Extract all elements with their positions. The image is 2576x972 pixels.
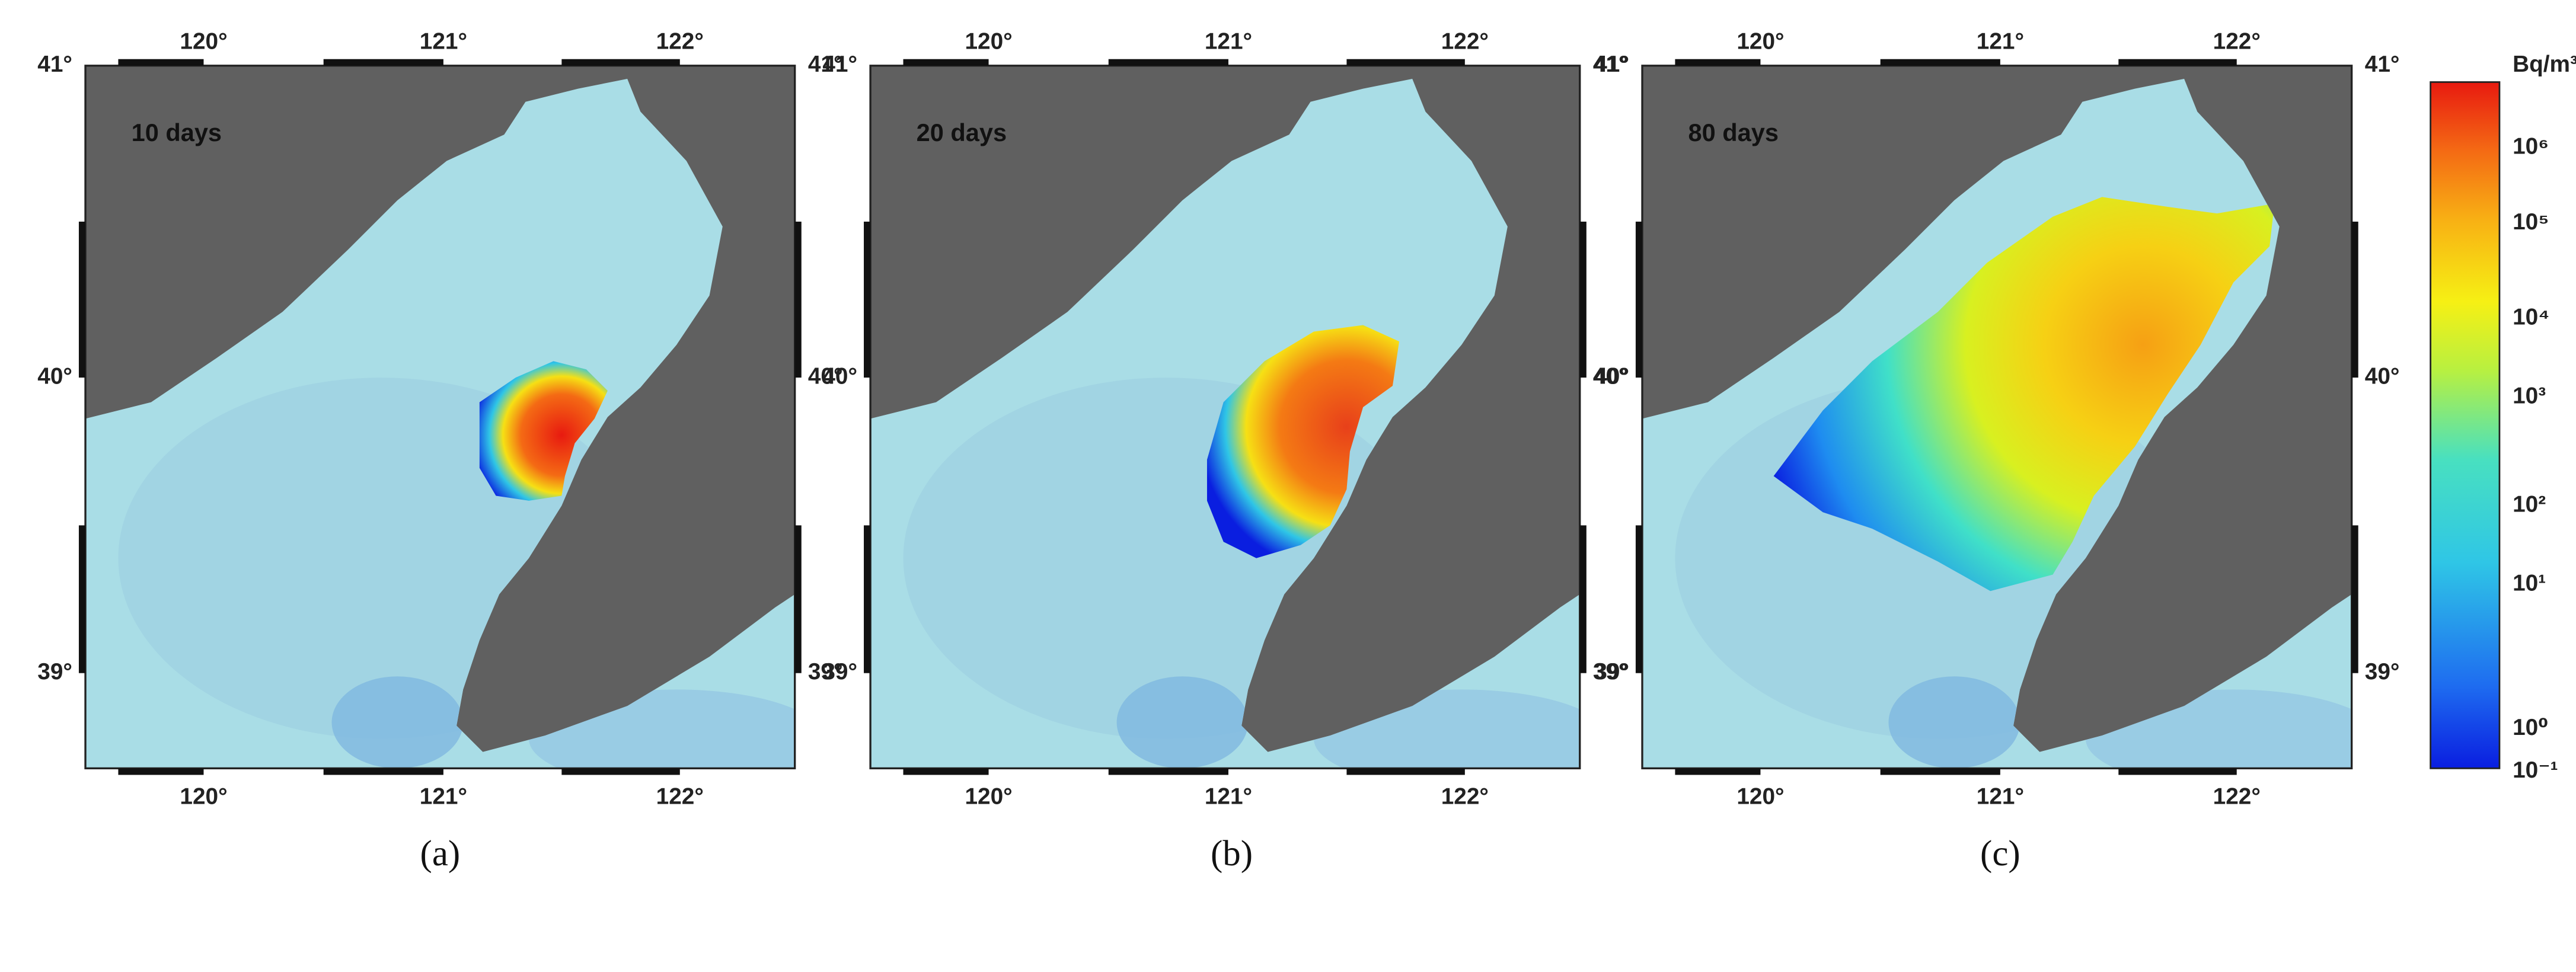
- latitude-tick-label: 39°: [808, 659, 843, 685]
- longitude-tick-label: 120°: [965, 28, 1012, 54]
- frame-segment: [903, 59, 989, 66]
- colorbar-tick-label: 10⁵: [2513, 209, 2549, 235]
- longitude-tick-label: 121°: [1205, 784, 1252, 809]
- longitude-tick-label: 122°: [2213, 28, 2261, 54]
- longitude-tick-label: 121°: [1205, 28, 1252, 54]
- frame-segment: [1635, 221, 1642, 378]
- panel-label: 20 days: [917, 119, 1007, 146]
- latitude-tick-label: 40°: [1594, 363, 1629, 389]
- frame-segment: [864, 221, 871, 378]
- frame-segment: [1108, 59, 1228, 66]
- frame-segment: [903, 768, 989, 775]
- latitude-tick-label: 40°: [2365, 363, 2400, 389]
- frame-segment: [323, 59, 443, 66]
- longitude-tick-label: 120°: [965, 784, 1012, 809]
- longitude-tick-label: 122°: [1441, 28, 1489, 54]
- longitude-tick-label: 120°: [180, 784, 227, 809]
- frame-segment: [323, 768, 443, 775]
- latitude-tick-label: 39°: [37, 659, 72, 685]
- panel-label: 80 days: [1688, 119, 1779, 146]
- longitude-tick-label: 122°: [2213, 784, 2261, 809]
- frame-segment: [794, 221, 802, 378]
- latitude-tick-label: 39°: [2365, 659, 2400, 685]
- longitude-tick-label: 122°: [656, 784, 704, 809]
- frame-segment: [2118, 768, 2237, 775]
- frame-segment: [2351, 525, 2358, 673]
- colorbar-unit: Bq/m³: [2513, 52, 2576, 77]
- plume: [1206, 325, 1400, 558]
- latitude-tick-label: 41°: [808, 52, 843, 77]
- colorbar-ramp: [2430, 81, 2501, 769]
- frame-segment: [1635, 525, 1642, 673]
- colorbar-tick-label: 10²: [2513, 491, 2546, 517]
- frame-segment: [118, 768, 204, 775]
- longitude-tick-label: 122°: [656, 28, 704, 54]
- latitude-tick-label: 39°: [1594, 659, 1629, 685]
- frame-segment: [1880, 768, 2000, 775]
- frame-segment: [118, 59, 204, 66]
- panel-caption: (b): [1211, 834, 1253, 874]
- panel-label: 10 days: [132, 119, 222, 146]
- colorbar-tick-label: 10⁴: [2513, 305, 2549, 330]
- latitude-tick-label: 40°: [1593, 363, 1628, 389]
- longitude-tick-label: 120°: [1737, 784, 1784, 809]
- longitude-tick-label: 121°: [1977, 28, 2024, 54]
- longitude-tick-label: 121°: [420, 784, 467, 809]
- map-panel: 10 days 120° 120° 121° 121° 122° 122° 41° 41° 40°…: [37, 28, 842, 809]
- frame-segment: [794, 525, 802, 673]
- latitude-tick-label: 39°: [822, 659, 857, 685]
- latitude-tick-label: 40°: [822, 363, 857, 389]
- longitude-tick-label: 121°: [420, 28, 467, 54]
- panel-caption: (a): [420, 834, 461, 874]
- latitude-tick-label: 41°: [1593, 52, 1628, 77]
- longitude-tick-label: 120°: [1737, 28, 1784, 54]
- colorbar-tick-label: 10⁻¹: [2513, 757, 2558, 783]
- frame-segment: [561, 59, 680, 66]
- latitude-tick-label: 40°: [808, 363, 843, 389]
- frame-segment: [864, 525, 871, 673]
- frame-segment: [1675, 59, 1761, 66]
- plume: [1773, 197, 2275, 591]
- colorbar-tick-label: 10⁶: [2513, 134, 2549, 159]
- frame-segment: [1880, 59, 2000, 66]
- frame-segment: [78, 221, 86, 378]
- latitude-tick-label: 41°: [2365, 52, 2400, 77]
- sea-shade: [1116, 676, 1249, 769]
- sea-shade: [1888, 676, 2020, 769]
- longitude-tick-label: 121°: [1977, 784, 2024, 809]
- plume: [479, 361, 608, 501]
- latitude-tick-label: 41°: [822, 52, 857, 77]
- frame-segment: [1346, 768, 1465, 775]
- map-panel: 80 days 120° 120° 121° 121° 122° 122° 41° 41° 40°…: [1594, 28, 2399, 809]
- colorbar: [2430, 81, 2501, 769]
- colorbar-tick-label: 10³: [2513, 383, 2546, 409]
- frame-segment: [1675, 768, 1761, 775]
- map-panel: 20 days 120° 120° 121° 121° 122° 122° 41° 41° 40°…: [822, 28, 1627, 809]
- frame-segment: [561, 768, 680, 775]
- frame-segment: [2351, 221, 2358, 378]
- latitude-tick-label: 41°: [37, 52, 72, 77]
- frame-segment: [2118, 59, 2237, 66]
- longitude-tick-label: 122°: [1441, 784, 1489, 809]
- frame-segment: [1346, 59, 1465, 66]
- latitude-tick-label: 40°: [37, 363, 72, 389]
- sea-shade: [331, 676, 464, 769]
- longitude-tick-label: 120°: [180, 28, 227, 54]
- latitude-tick-label: 39°: [1593, 659, 1628, 685]
- colorbar-tick-label: 10⁰: [2513, 715, 2548, 740]
- frame-segment: [1579, 221, 1587, 378]
- frame-segment: [78, 525, 86, 673]
- panel-caption: (c): [1980, 834, 2020, 874]
- frame-segment: [1108, 768, 1228, 775]
- colorbar-tick-label: 10¹: [2513, 570, 2546, 596]
- frame-segment: [1579, 525, 1587, 673]
- latitude-tick-label: 41°: [1594, 52, 1629, 77]
